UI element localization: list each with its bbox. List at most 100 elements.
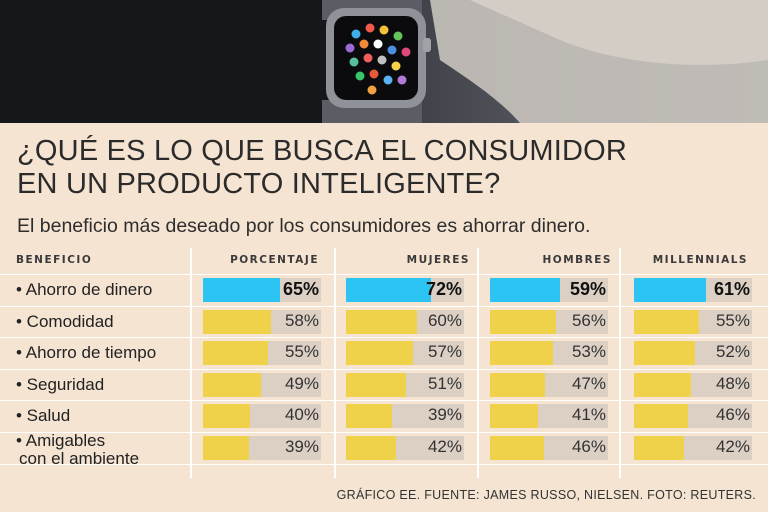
source-credit: GRÁFICO EE. FUENTE: JAMES RUSSO, NIELSEN… — [336, 488, 756, 502]
table-row: • Comodidad 58% 60% 56% 55% — [0, 306, 768, 337]
bar — [346, 309, 417, 334]
data-label: 61% — [713, 279, 750, 299]
bar — [203, 309, 272, 334]
data-label: 53% — [571, 342, 606, 361]
bar — [346, 435, 396, 460]
data-label: 60% — [427, 310, 462, 330]
table-row: • Ahorro de tiempo 55% 57% 53% 52% — [0, 337, 768, 368]
row-divider — [0, 305, 768, 307]
bar-cell: 60% — [346, 309, 464, 334]
bar — [634, 309, 699, 334]
row-divider — [0, 337, 768, 338]
category-label: • Comodidad — [16, 311, 114, 331]
bar — [203, 435, 250, 460]
row-divider — [0, 400, 768, 401]
bar — [490, 372, 546, 397]
data-label: 59% — [569, 279, 606, 299]
bar-cell: 61% — [634, 278, 752, 302]
chart-title-line2: EN UN PRODUCTO INTELIGENTE? — [17, 168, 501, 200]
table-row: • Ahorro de dinero 65% 72% 59% 61% — [0, 274, 768, 305]
header-series-2: HOMBRES — [542, 254, 612, 266]
benefits-table: BENEFICIO PORCENTAJE MUJERES HOMBRES MIL… — [0, 248, 768, 478]
bar-cell: 55% — [203, 341, 321, 365]
data-label: 42% — [427, 436, 462, 456]
table-row: • Seguridad 49% 51% 47% 48% — [0, 369, 768, 400]
header-beneficio: BENEFICIO — [16, 254, 93, 266]
bar — [490, 435, 545, 460]
header-series-0: PORCENTAJE — [230, 254, 319, 266]
bar — [490, 341, 553, 365]
data-label: 55% — [284, 342, 319, 361]
bar — [634, 341, 696, 365]
bar-cell: 65% — [203, 278, 321, 302]
data-label: 56% — [571, 310, 606, 330]
data-label: 57% — [427, 342, 462, 361]
data-label: 39% — [284, 436, 319, 456]
data-label: 46% — [571, 436, 606, 456]
data-label: 51% — [427, 373, 462, 393]
bar — [490, 278, 560, 302]
bar-cell: 51% — [346, 372, 464, 397]
column-divider — [619, 248, 621, 478]
bar-cell: 42% — [346, 435, 464, 460]
bar — [346, 278, 431, 302]
bar-cell: 57% — [346, 341, 464, 365]
bar-cell: 39% — [346, 404, 464, 428]
category-label: • Salud — [16, 406, 71, 425]
column-divider — [477, 248, 479, 478]
category-label: • Ahorro de tiempo — [16, 343, 157, 362]
data-label: 47% — [571, 373, 606, 393]
bar-cell: 47% — [490, 372, 608, 397]
bar — [490, 404, 539, 428]
data-label: 42% — [715, 436, 750, 456]
data-label: 49% — [284, 373, 319, 393]
table-row: • Salud 40% 39% 41% 46% — [0, 400, 768, 431]
data-label: 39% — [427, 405, 462, 424]
bar-cell: 42% — [634, 435, 752, 460]
bar — [203, 341, 268, 365]
chart-title: ¿QUÉ ES LO QUE BUSCA EL CONSUMIDOR EN UN… — [17, 135, 757, 201]
column-divider — [334, 248, 336, 478]
bar — [634, 404, 689, 428]
category-label: • Seguridad — [16, 374, 105, 394]
data-label: 41% — [571, 405, 606, 424]
data-label: 40% — [284, 405, 319, 424]
data-label: 46% — [715, 405, 750, 424]
bar-cell: 39% — [203, 435, 321, 460]
data-label: 65% — [282, 279, 319, 299]
bar-cell: 53% — [490, 341, 608, 365]
bar-cell: 56% — [490, 309, 608, 334]
header-series-3: MILLENNIALS — [652, 254, 748, 266]
bar-cell: 55% — [634, 309, 752, 334]
bar — [346, 372, 407, 397]
bar — [634, 435, 684, 460]
bar — [203, 278, 280, 302]
chart-title-line1: ¿QUÉ ES LO QUE BUSCA EL CONSUMIDOR — [17, 135, 628, 167]
bar — [203, 404, 251, 428]
bar — [634, 372, 691, 397]
chart-subtitle: El beneficio más deseado por los consumi… — [17, 215, 591, 237]
bar — [203, 372, 261, 397]
data-label: 52% — [715, 342, 750, 361]
bar-cell: 46% — [490, 435, 608, 460]
bar — [346, 404, 393, 428]
bar-cell: 41% — [490, 404, 608, 428]
smartwatch-photo — [0, 0, 768, 123]
bar — [634, 278, 706, 302]
bar-cell: 48% — [634, 372, 752, 397]
data-label: 58% — [284, 310, 319, 330]
table-header-row: BENEFICIO PORCENTAJE MUJERES HOMBRES MIL… — [0, 248, 768, 274]
bar — [346, 341, 414, 365]
bar-cell: 49% — [203, 372, 321, 397]
bar-cell: 72% — [346, 278, 464, 302]
header-photo — [0, 0, 768, 123]
data-label: 55% — [715, 310, 750, 330]
data-label: 48% — [715, 373, 750, 393]
bar-cell: 58% — [203, 309, 321, 334]
row-divider — [0, 274, 768, 275]
data-label: 72% — [425, 279, 462, 299]
bar-cell: 52% — [634, 341, 752, 365]
bar-cell: 40% — [203, 404, 321, 428]
row-divider — [0, 368, 768, 370]
header-series-1: MUJERES — [406, 254, 470, 266]
